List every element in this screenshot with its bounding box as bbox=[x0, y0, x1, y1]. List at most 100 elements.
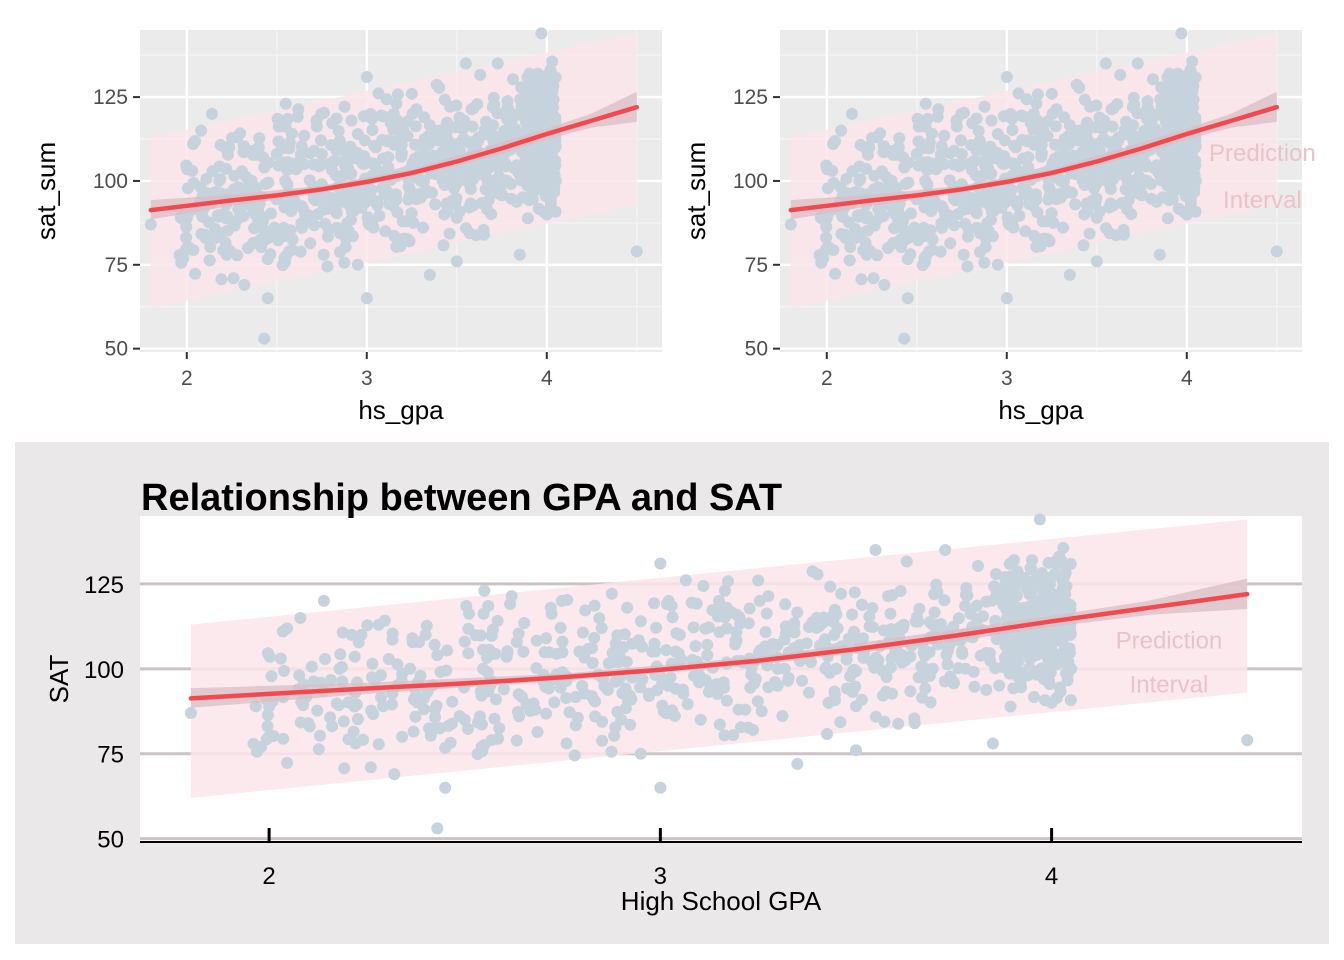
data-point bbox=[855, 273, 868, 286]
data-point bbox=[806, 565, 819, 578]
data-point bbox=[530, 634, 543, 647]
data-point bbox=[753, 646, 765, 659]
data-point bbox=[578, 687, 591, 700]
data-point bbox=[1058, 627, 1071, 640]
data-point bbox=[563, 706, 576, 719]
data-point bbox=[844, 241, 857, 253]
data-point bbox=[460, 600, 473, 612]
data-point bbox=[321, 230, 334, 243]
fit-line bbox=[148, 104, 640, 213]
data-point bbox=[1004, 700, 1017, 713]
data-point bbox=[554, 621, 567, 634]
data-point bbox=[294, 245, 307, 258]
data-point bbox=[1188, 161, 1201, 174]
data-point bbox=[593, 612, 606, 625]
data-point bbox=[956, 647, 969, 660]
data-point bbox=[779, 627, 792, 640]
data-point bbox=[406, 158, 419, 171]
data-point bbox=[526, 193, 539, 206]
data-point bbox=[681, 698, 694, 711]
data-point bbox=[919, 97, 932, 110]
data-point bbox=[827, 176, 840, 189]
y-tick-label: 125 bbox=[84, 572, 124, 599]
data-point bbox=[1000, 292, 1013, 305]
data-point bbox=[261, 709, 274, 722]
data-point bbox=[527, 697, 540, 710]
data-point bbox=[308, 219, 321, 232]
data-point bbox=[1131, 57, 1144, 70]
data-point bbox=[391, 206, 404, 219]
data-point bbox=[630, 245, 643, 258]
data-point bbox=[409, 691, 422, 704]
data-point bbox=[521, 71, 534, 84]
data-point bbox=[916, 667, 929, 680]
y-axis-label: SAT bbox=[44, 655, 74, 704]
data-point bbox=[1062, 139, 1075, 151]
x-tick-label: 4 bbox=[1181, 367, 1193, 390]
data-point bbox=[1161, 212, 1174, 225]
data-point bbox=[713, 718, 726, 731]
data-point bbox=[530, 662, 543, 675]
data-point bbox=[430, 78, 443, 91]
data-point bbox=[330, 221, 343, 234]
data-point bbox=[184, 707, 197, 719]
data-point bbox=[1090, 255, 1103, 268]
data-point bbox=[779, 598, 792, 611]
data-point bbox=[961, 230, 974, 243]
data-point bbox=[624, 718, 637, 731]
data-point bbox=[569, 719, 582, 732]
data-point bbox=[262, 156, 275, 169]
data-point bbox=[291, 110, 304, 123]
y-tick-label: 50 bbox=[105, 338, 128, 361]
data-point bbox=[336, 195, 349, 208]
data-point bbox=[439, 741, 452, 754]
data-point bbox=[324, 674, 337, 686]
data-point bbox=[729, 634, 742, 647]
data-point bbox=[720, 622, 733, 635]
data-point bbox=[294, 611, 307, 624]
data-point bbox=[866, 602, 879, 614]
data-point bbox=[966, 117, 979, 130]
data-point bbox=[742, 721, 755, 734]
data-point bbox=[874, 127, 887, 140]
data-point bbox=[897, 618, 910, 631]
data-point bbox=[402, 193, 415, 206]
data-point bbox=[660, 644, 673, 657]
fit bbox=[188, 578, 1250, 708]
axes: 2 3 4 50 75 100 125 bbox=[84, 572, 1302, 890]
data-point bbox=[1122, 194, 1135, 207]
data-point bbox=[1003, 557, 1016, 570]
data-point bbox=[884, 624, 897, 637]
data-point bbox=[939, 544, 952, 556]
y-tick-label: 75 bbox=[745, 254, 768, 277]
data-point bbox=[829, 135, 842, 147]
data-point bbox=[1025, 563, 1038, 575]
data-point bbox=[934, 148, 947, 161]
data-point bbox=[605, 745, 618, 758]
data-point bbox=[378, 614, 391, 627]
data-point bbox=[317, 594, 330, 607]
chart-top-left: 2 3 4 50 75 100 125 hs_gpa sat_sum bbox=[31, 27, 662, 425]
data-point bbox=[900, 555, 913, 568]
data-point bbox=[326, 117, 339, 130]
data-point bbox=[998, 134, 1011, 147]
data-point bbox=[344, 140, 357, 153]
data-point bbox=[1045, 87, 1058, 100]
data-point bbox=[242, 242, 254, 254]
data-point bbox=[877, 140, 890, 153]
data-point bbox=[918, 197, 931, 210]
annotation: Prediction Interval bbox=[1209, 140, 1316, 214]
data-point bbox=[357, 733, 369, 746]
data-point bbox=[213, 160, 226, 173]
data-point bbox=[372, 738, 385, 751]
fit-line bbox=[788, 104, 1280, 213]
data-point bbox=[1064, 694, 1077, 707]
annotation: Prediction Interval bbox=[1116, 627, 1223, 698]
data-point bbox=[1021, 186, 1034, 198]
data-point bbox=[338, 762, 351, 775]
confidence-band bbox=[190, 578, 1248, 708]
data-point bbox=[180, 159, 193, 172]
data-point bbox=[459, 57, 472, 70]
data-point bbox=[835, 124, 848, 137]
data-point bbox=[655, 678, 668, 691]
